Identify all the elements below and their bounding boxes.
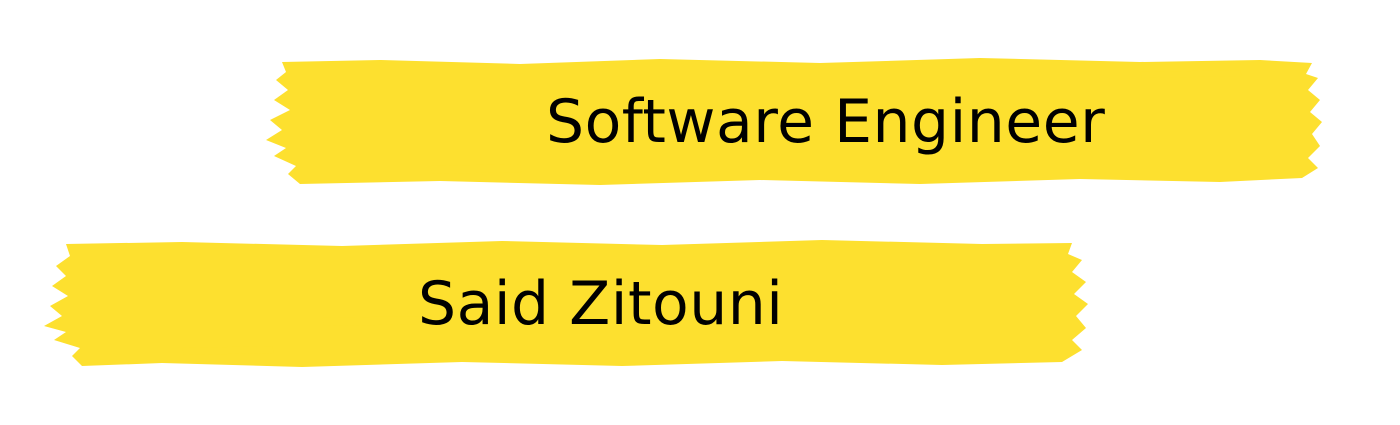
job-title: Software Engineer — [546, 87, 1106, 157]
title-brush-stroke — [260, 56, 1328, 188]
name-brush-stroke — [42, 238, 1090, 370]
person-name: Said Zitouni — [418, 269, 784, 339]
